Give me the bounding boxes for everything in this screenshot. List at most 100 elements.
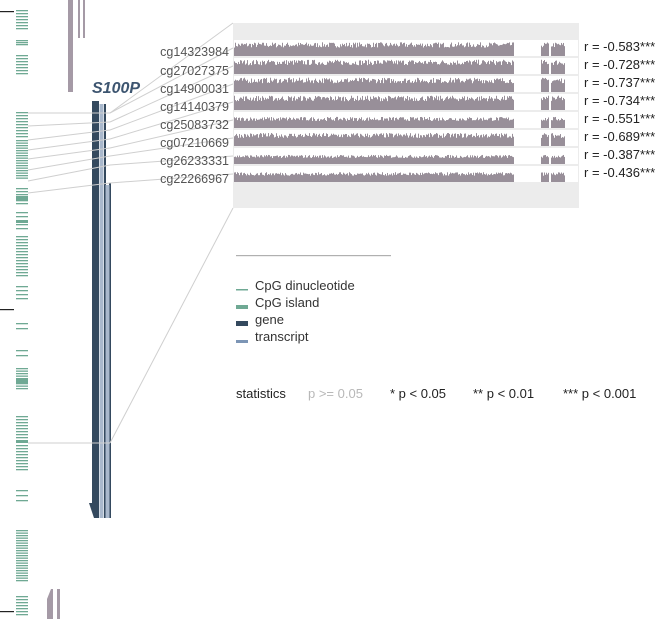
methylation-bar [459,63,460,74]
methylation-bar [345,62,346,74]
methylation-bar [367,174,368,182]
methylation-bar [316,80,317,92]
cpg-dinucleotide-mark [16,194,28,196]
methylation-bar [459,118,460,128]
methylation-bar [424,135,425,146]
methylation-bar [436,95,437,110]
methylation-bar [399,61,400,74]
methylation-bar [478,173,479,182]
methylation-bar [248,156,249,164]
methylation-bar [334,174,335,182]
methylation-bar [558,135,559,146]
methylation-bar [468,62,469,74]
methylation-bar [440,77,441,92]
methylation-bar [393,117,394,128]
methylation-bar [283,117,284,128]
methylation-bar [546,134,547,146]
methylation-bar [295,44,296,56]
methylation-bar [274,156,275,164]
methylation-bar [488,82,489,92]
methylation-bar [497,78,498,92]
methylation-bar [295,136,296,146]
methylation-bar [469,174,470,182]
methylation-bar [363,77,364,92]
methylation-bar [510,156,511,164]
methylation-bar [346,173,347,182]
methylation-bar [399,173,400,182]
methylation-bar [339,119,340,128]
methylation-bar [420,43,421,56]
cpg-dinucleotide-mark [16,239,28,241]
cpg-dinucleotide-mark [16,500,28,502]
probe-connector [109,155,234,166]
methylation-bar [265,97,266,110]
methylation-bar [319,133,320,146]
methylation-bar [466,156,467,164]
methylation-bar [475,47,476,56]
methylation-bar [306,100,307,110]
cpg-island-mark [16,220,28,223]
methylation-bar [548,117,549,128]
methylation-bar [439,100,440,110]
methylation-bar [449,47,450,56]
methylation-bar [554,174,555,182]
methylation-bar [355,61,356,74]
methylation-bar [240,45,241,56]
methylation-bar [269,82,270,92]
methylation-bar [498,45,499,56]
methylation-bar [285,45,286,56]
methylation-bar [310,64,311,74]
methylation-bar [434,62,435,74]
methylation-bar [272,158,273,164]
methylation-bar [435,82,436,92]
methylation-bar [483,80,484,92]
methylation-bar [407,80,408,92]
methylation-bar [242,117,243,128]
methylation-bar [378,42,379,56]
methylation-bar [296,137,297,146]
methylation-bar [258,175,259,182]
methylation-bar [376,42,377,56]
methylation-bar [513,118,514,128]
methylation-bar [432,83,433,92]
methylation-bar [332,158,333,164]
methylation-bar [252,43,253,56]
methylation-bar [455,133,456,146]
methylation-bar [376,97,377,110]
methylation-bar [458,120,459,128]
methylation-bar [377,47,378,56]
methylation-bar [562,63,563,74]
methylation-bar [344,101,345,110]
cpg-dinucleotide-mark [16,448,28,450]
methylation-bar [472,61,473,74]
methylation-bar [453,119,454,128]
methylation-bar [348,62,349,74]
methylation-bar [340,81,341,92]
methylation-bar [316,64,317,74]
methylation-bar [331,97,332,110]
methylation-bar [314,175,315,182]
methylation-bar [438,175,439,182]
methylation-bar [479,157,480,164]
methylation-bar [367,43,368,56]
methylation-bar [500,155,501,164]
methylation-bar [368,120,369,128]
methylation-bar [293,136,294,146]
methylation-bar [464,82,465,92]
methylation-bar [288,154,289,164]
methylation-bar [317,119,318,128]
methylation-bar [287,82,288,92]
methylation-bar [327,61,328,74]
methylation-bar [293,78,294,92]
methylation-bar [446,156,447,164]
methylation-bar [257,44,258,56]
methylation-bar [457,172,458,182]
methylation-bar [408,100,409,110]
methylation-bar [329,173,330,182]
methylation-bar [269,174,270,182]
methylation-bar [390,133,391,146]
methylation-bar [360,156,361,164]
methylation-bar [512,42,513,56]
methylation-bar [275,98,276,110]
